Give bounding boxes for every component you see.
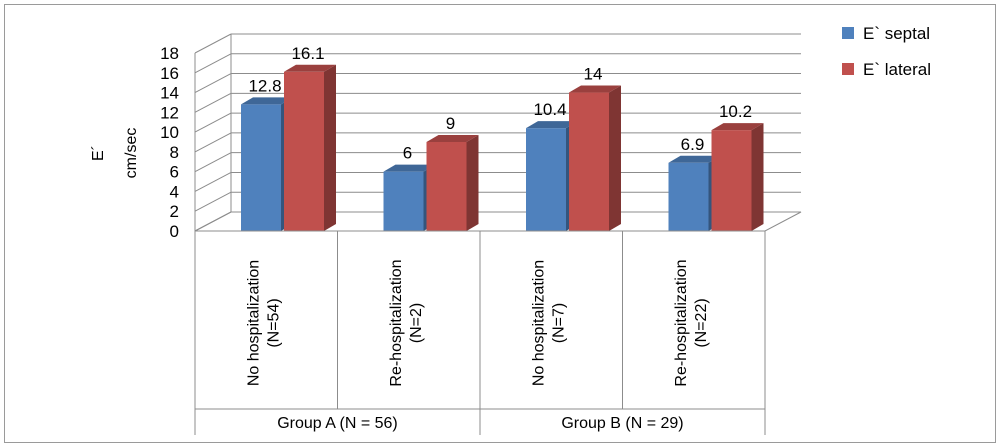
data-label: 16.1 xyxy=(291,44,324,63)
gridline-side xyxy=(194,132,232,153)
gridline-side xyxy=(194,53,232,74)
bar xyxy=(426,142,467,231)
data-label: 14 xyxy=(584,65,603,84)
y-tick-label: 14 xyxy=(160,84,179,103)
gridline-side xyxy=(194,172,232,192)
y-tick-label: 12 xyxy=(160,103,179,122)
legend: E` septal E` lateral xyxy=(842,24,931,79)
data-label: 12.8 xyxy=(248,76,281,95)
y-axis-label: E´ xyxy=(90,145,107,161)
bar xyxy=(711,130,752,231)
category-axis: No hospitalization (N=54) Re-hospitalizati… xyxy=(194,230,766,435)
y-tick-label: 4 xyxy=(170,182,179,201)
y-axis-unit: cm/sec xyxy=(123,128,140,179)
category-label-line1: No hospitalization xyxy=(530,260,547,386)
data-label: 10.2 xyxy=(719,102,752,121)
y-tick-label: 2 xyxy=(170,202,179,221)
bar-top xyxy=(668,155,721,163)
gridline-side xyxy=(194,73,232,93)
group-label: Group B (N = 29) xyxy=(561,415,683,432)
data-label: 6.9 xyxy=(681,135,705,154)
bar-top xyxy=(241,97,293,105)
gridline-side xyxy=(194,92,232,113)
bar xyxy=(668,162,709,231)
category-label-line1: Re-hospitalization xyxy=(388,259,405,386)
bar-side xyxy=(466,135,479,231)
bar xyxy=(526,128,566,231)
legend-label: E` septal xyxy=(863,24,930,43)
data-label: 6 xyxy=(403,144,412,163)
y-tick-label: 16 xyxy=(160,64,179,83)
bar-top xyxy=(383,164,436,172)
group-label: Group A (N = 56) xyxy=(277,415,398,432)
y-tick-label: 0 xyxy=(170,222,179,241)
category-label-line1: No hospitalization xyxy=(245,260,262,386)
category-label-line2: (N=22) xyxy=(693,298,710,347)
gridline-side xyxy=(194,33,232,54)
category-label-line2: (N=54) xyxy=(265,298,282,347)
bar xyxy=(284,71,324,232)
data-labels: 12.8 16.1 6 9 10.4 14 6.9 10.2 xyxy=(248,44,752,163)
category-label-line1: Re-hospitalization xyxy=(673,259,690,386)
gridline-side xyxy=(194,152,232,173)
bar-side xyxy=(609,85,621,231)
bar xyxy=(569,92,609,231)
legend-label: E` lateral xyxy=(863,60,931,79)
bar-side xyxy=(751,123,764,231)
bar-top xyxy=(711,123,764,131)
category-label-line2: (N=7) xyxy=(550,303,567,343)
data-label: 9 xyxy=(446,114,455,133)
bar xyxy=(383,171,424,231)
chart-container: 0 2 4 6 8 10 12 14 16 18 12.8 16.1 6 9 10.4 14 6.9 10.2 … xyxy=(4,4,996,443)
bar-side xyxy=(324,64,336,232)
category-label-line2: (N=2) xyxy=(408,303,425,343)
bars xyxy=(241,64,764,232)
bar-top xyxy=(426,135,479,142)
gridline-side xyxy=(194,112,232,133)
data-label: 10.4 xyxy=(533,100,566,119)
y-tick-label: 18 xyxy=(160,44,179,63)
y-tick-label: 6 xyxy=(170,163,179,182)
bar-top xyxy=(526,121,578,129)
legend-swatch xyxy=(842,63,854,75)
bar-top xyxy=(569,85,621,93)
bar-top xyxy=(284,64,336,72)
bar xyxy=(241,104,281,231)
gridline-side xyxy=(194,191,232,212)
legend-swatch xyxy=(842,27,854,39)
y-tick-label: 10 xyxy=(160,123,179,142)
y-tick-label: 8 xyxy=(170,143,179,162)
